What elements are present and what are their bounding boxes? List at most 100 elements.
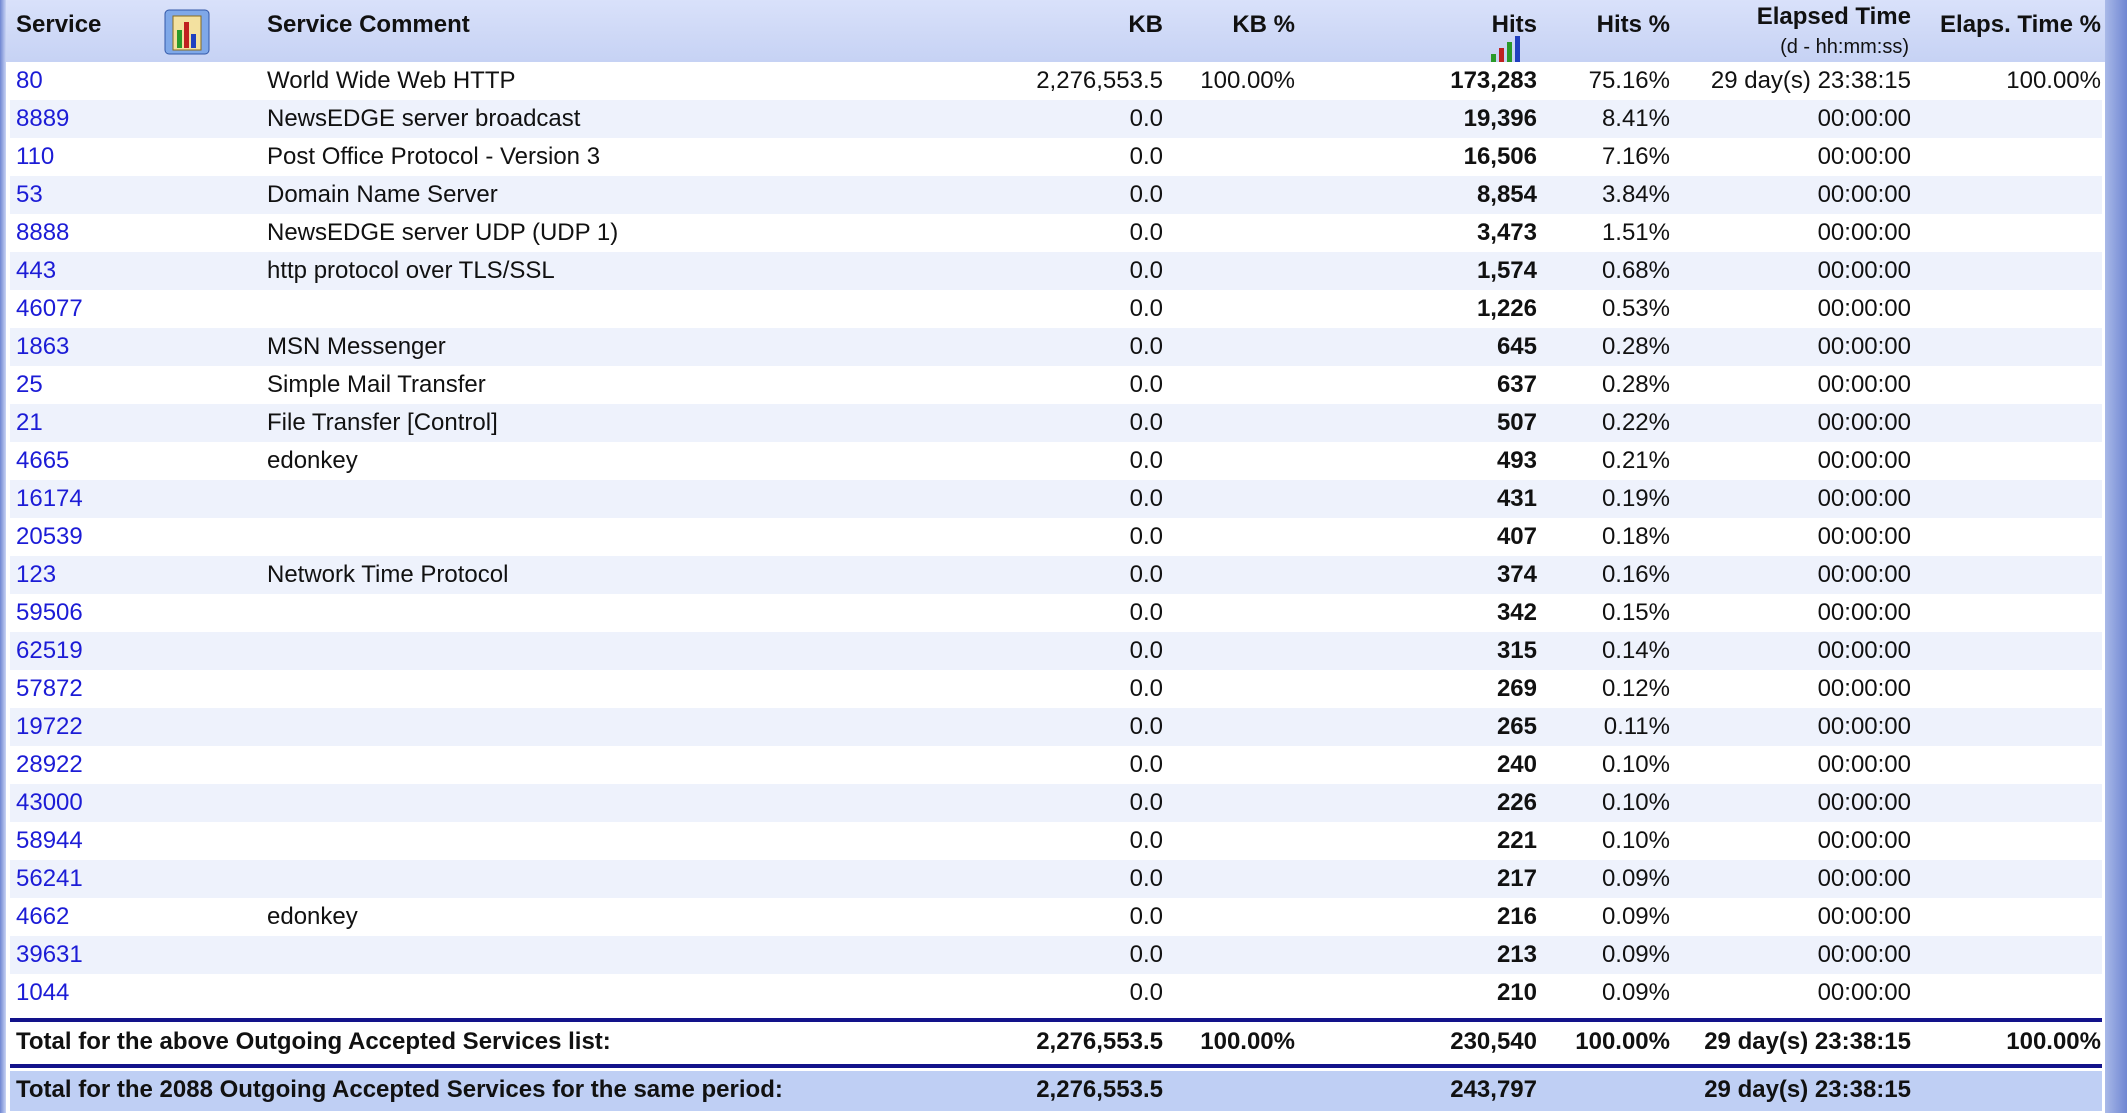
total-elapsed-pct: 100.00% [2006, 1028, 2101, 1055]
service-link[interactable]: 8888 [16, 219, 70, 246]
hits-pct: 0.10% [1601, 751, 1670, 778]
row-background [10, 100, 2102, 138]
service-link[interactable]: 1044 [16, 979, 70, 1006]
hits-pct: 1.51% [1601, 219, 1670, 246]
kb: 0.0 [1129, 409, 1163, 436]
service-link[interactable]: 25 [16, 371, 43, 398]
column-header: Elapsed Time [1756, 3, 1911, 30]
hits-pct: 0.21% [1601, 447, 1670, 474]
service-comment: File Transfer [Control] [267, 409, 498, 436]
chart-icon[interactable] [163, 8, 211, 56]
total-rule [10, 1018, 2102, 1022]
hits-pct: 3.84% [1601, 181, 1670, 208]
service-link[interactable]: 58944 [16, 827, 83, 854]
hits-pct: 0.68% [1601, 257, 1670, 284]
total-kb-pct: 100.00% [1200, 1028, 1295, 1055]
service-link[interactable]: 21 [16, 409, 43, 436]
elapsed-time: 00:00:00 [1817, 181, 1911, 208]
elapsed-time: 29 day(s) 23:38:15 [1710, 67, 1911, 94]
hits-pct: 0.10% [1601, 789, 1670, 816]
kb: 0.0 [1129, 827, 1163, 854]
service-link[interactable]: 8889 [16, 105, 70, 132]
service-comment: Domain Name Server [267, 181, 498, 208]
hits: 374 [1496, 561, 1537, 588]
service-link[interactable]: 53 [16, 181, 43, 208]
hits: 16,506 [1463, 143, 1537, 170]
kb: 0.0 [1129, 485, 1163, 512]
hits-pct: 0.14% [1601, 637, 1670, 664]
service-link[interactable]: 57872 [16, 675, 83, 702]
kb: 0.0 [1129, 105, 1163, 132]
elapsed-time: 00:00:00 [1817, 371, 1911, 398]
hits-pct: 0.12% [1601, 675, 1670, 702]
service-link[interactable]: 16174 [16, 485, 83, 512]
row-background [10, 784, 2102, 822]
service-link[interactable]: 46077 [16, 295, 83, 322]
service-comment: World Wide Web HTTP [267, 67, 516, 94]
hits: 1,574 [1476, 257, 1537, 284]
row-background [10, 404, 2102, 442]
hits-pct: 0.10% [1601, 827, 1670, 854]
service-link[interactable]: 1863 [16, 333, 70, 360]
hits: 216 [1496, 903, 1537, 930]
hits-pct: 75.16% [1588, 67, 1670, 94]
service-link[interactable]: 39631 [16, 941, 83, 968]
total-hits: 230,540 [1450, 1028, 1537, 1055]
hits-pct: 0.28% [1601, 371, 1670, 398]
kb: 0.0 [1129, 447, 1163, 474]
hits-pct: 0.18% [1601, 523, 1670, 550]
kb: 0.0 [1129, 371, 1163, 398]
service-link[interactable]: 4665 [16, 447, 70, 474]
column-header: Hits % [1596, 11, 1670, 38]
hits: 269 [1496, 675, 1537, 702]
service-link[interactable]: 62519 [16, 637, 83, 664]
hits: 240 [1496, 751, 1537, 778]
kb: 0.0 [1129, 941, 1163, 968]
row-background [10, 898, 2102, 936]
service-link[interactable]: 80 [16, 67, 43, 94]
kb-pct: 100.00% [1200, 67, 1295, 94]
total-hits-pct: 100.00% [1575, 1028, 1670, 1055]
hits: 431 [1496, 485, 1537, 512]
hits-pct: 0.19% [1601, 485, 1670, 512]
row-background [10, 252, 2102, 290]
row-background [10, 822, 2102, 860]
hits: 226 [1496, 789, 1537, 816]
service-link[interactable]: 4662 [16, 903, 70, 930]
hits: 213 [1496, 941, 1537, 968]
total-kb: 2,276,553.5 [1036, 1076, 1163, 1103]
kb: 0.0 [1129, 523, 1163, 550]
hits: 8,854 [1476, 181, 1537, 208]
service-link[interactable]: 123 [16, 561, 57, 588]
header-bar [6, 0, 2105, 62]
service-comment: Post Office Protocol - Version 3 [267, 143, 601, 170]
hits: 507 [1496, 409, 1537, 436]
service-link[interactable]: 110 [16, 143, 55, 170]
service-link[interactable]: 56241 [16, 865, 83, 892]
elapsed-time: 00:00:00 [1817, 561, 1911, 588]
elapsed-time: 00:00:00 [1817, 599, 1911, 626]
service-link[interactable]: 28922 [16, 751, 83, 778]
service-link[interactable]: 20539 [16, 523, 83, 550]
row-background [10, 594, 2102, 632]
elapsed-time: 00:00:00 [1817, 751, 1911, 778]
service-link[interactable]: 59506 [16, 599, 83, 626]
elapsed-time: 00:00:00 [1817, 105, 1911, 132]
service-link[interactable]: 443 [16, 257, 57, 284]
hits: 342 [1496, 599, 1537, 626]
row-background [10, 214, 2102, 252]
kb: 2,276,553.5 [1036, 67, 1163, 94]
row-background [10, 632, 2102, 670]
right-border [2105, 0, 2127, 1113]
service-link[interactable]: 19722 [16, 713, 83, 740]
hits-graph-icon[interactable] [1490, 34, 1526, 64]
service-link[interactable]: 43000 [16, 789, 83, 816]
left-border [0, 0, 6, 1113]
service-comment: Simple Mail Transfer [267, 371, 486, 398]
hits-pct: 0.09% [1601, 979, 1670, 1006]
row-background [10, 708, 2102, 746]
kb: 0.0 [1129, 865, 1163, 892]
hits-pct: 7.16% [1601, 143, 1670, 170]
hits: 1,226 [1476, 295, 1537, 322]
